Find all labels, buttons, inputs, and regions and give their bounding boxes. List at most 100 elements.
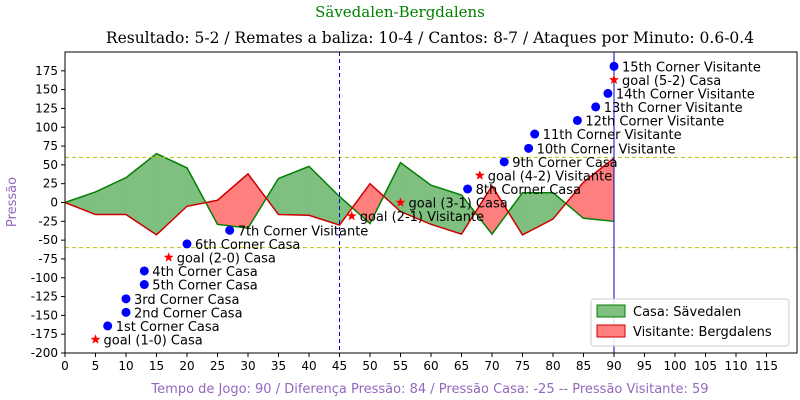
event-label: 3rd Corner Casa (134, 293, 239, 308)
event-label: 1st Corner Casa (116, 320, 220, 335)
goal-marker (346, 210, 357, 221)
corner-marker (139, 266, 149, 276)
corner-marker (121, 294, 131, 304)
goal-marker (90, 334, 101, 344)
x-tick-label: 115 (755, 359, 778, 373)
event-label: 7th Corner Visitante (238, 224, 369, 239)
corner-marker (572, 115, 582, 125)
line-casa (64, 152, 615, 236)
event-label: goal (2-0) Casa (177, 251, 276, 266)
x-tick-label: 90 (606, 359, 621, 373)
event-label: 15th Corner Visitante (622, 60, 761, 75)
corner-marker (182, 239, 192, 249)
y-tick-label: -25 (38, 214, 58, 228)
y-tick-label: 175 (35, 64, 58, 78)
goal-marker (395, 197, 406, 207)
x-tick-label: 95 (637, 359, 652, 373)
x-tick-label: 0 (61, 359, 69, 373)
event-label: 2nd Corner Casa (134, 306, 243, 321)
event-label: 11th Corner Visitante (543, 128, 682, 143)
corner-marker (524, 143, 534, 153)
event-label: 12th Corner Visitante (585, 114, 724, 129)
goal-marker (163, 252, 174, 262)
x-tick-label: 65 (454, 359, 469, 373)
corner-marker (463, 184, 473, 194)
event-label: 9th Corner Casa (512, 156, 617, 171)
x-tick-label: 45 (332, 359, 347, 373)
x-tick-label: 100 (664, 359, 687, 373)
area-casa-segment (95, 177, 127, 215)
event-label: goal (2-1) Visitante (360, 210, 484, 225)
legend-label-casa: Casa: Sävedalen (633, 305, 741, 320)
x-tick-label: 5 (92, 359, 100, 373)
x-tick-label: 70 (484, 359, 499, 373)
goal-marker (474, 170, 485, 180)
area-casa-segment (278, 166, 310, 216)
line-visitante (64, 157, 615, 236)
x-tick-label: 110 (725, 359, 748, 373)
x-tick-label: 55 (393, 359, 408, 373)
x-tick-label: 40 (301, 359, 316, 373)
x-tick-label: 80 (545, 359, 560, 373)
legend-box (590, 298, 790, 347)
event-label: 4th Corner Casa (152, 265, 257, 280)
area-casa-segment (507, 191, 523, 236)
corner-marker (591, 102, 601, 112)
y-tick-label: -125 (31, 290, 58, 304)
chart-subtitle: Resultado: 5-2 / Remates a baliza: 10-4 … (106, 29, 754, 47)
y-tick-label: 150 (35, 83, 58, 97)
y-tick-label: 50 (43, 158, 58, 172)
event-label: 10th Corner Visitante (537, 142, 676, 157)
x-tick-label: 20 (179, 359, 194, 373)
area-casa-segment (64, 191, 96, 215)
x-axis-label: Tempo de Jogo: 90 / Diferença Pressão: 8… (150, 382, 708, 397)
event-label: goal (1-0) Casa (104, 333, 203, 348)
y-axis-label: Pressão (5, 177, 20, 227)
x-tick-label: 10 (118, 359, 133, 373)
legend-label-visitante: Visitante: Bergdalens (633, 325, 772, 340)
chart-title: Sävedalen-Bergdalens (315, 3, 485, 21)
event-label: 6th Corner Casa (195, 238, 300, 253)
legend-swatch-visitante (596, 324, 626, 338)
x-tick-label: 60 (423, 359, 438, 373)
event-label: 8th Corner Casa (476, 183, 581, 198)
x-tick-label: 50 (362, 359, 377, 373)
x-tick-label: 35 (271, 359, 286, 373)
corner-marker (609, 61, 619, 71)
y-tick-label: 125 (35, 101, 58, 115)
y-tick-label: -175 (31, 327, 58, 341)
goal-marker (609, 74, 619, 85)
y-tick-label: 25 (43, 177, 58, 191)
event-label: 14th Corner Visitante (616, 87, 755, 102)
y-tick-label: 75 (43, 139, 58, 153)
x-tick-label: 30 (240, 359, 255, 373)
x-tick-label: 105 (694, 359, 717, 373)
y-tick-label: -100 (31, 271, 58, 285)
x-tick-label: 85 (576, 359, 591, 373)
x-tick-label: 25 (210, 359, 225, 373)
corner-marker (225, 225, 235, 235)
corner-marker (530, 129, 540, 139)
area-visitante-segment (217, 173, 249, 229)
y-tick-label: -150 (31, 308, 58, 322)
area-casa-segment (522, 192, 554, 236)
x-tick-label: 75 (515, 359, 530, 373)
corner-marker (139, 280, 149, 290)
corner-marker (103, 321, 113, 331)
corner-marker (121, 307, 131, 317)
event-label: 13th Corner Visitante (604, 101, 743, 116)
y-tick-label: 0 (50, 196, 58, 210)
event-label: 5th Corner Casa (152, 279, 257, 294)
legend: Casa: Sävedalen Visitante: Bergdalens (590, 298, 790, 347)
corner-marker (603, 88, 613, 98)
y-tick-label: -50 (38, 233, 58, 247)
event-label: goal (4-2) Visitante (488, 169, 612, 184)
y-tick-label: -75 (38, 252, 58, 266)
y-tick-label: 100 (35, 120, 58, 134)
event-label: goal (3-1) Casa (409, 197, 508, 212)
y-tick-label: -200 (31, 346, 58, 360)
x-tick-label: 15 (149, 359, 164, 373)
legend-swatch-casa (596, 304, 626, 318)
